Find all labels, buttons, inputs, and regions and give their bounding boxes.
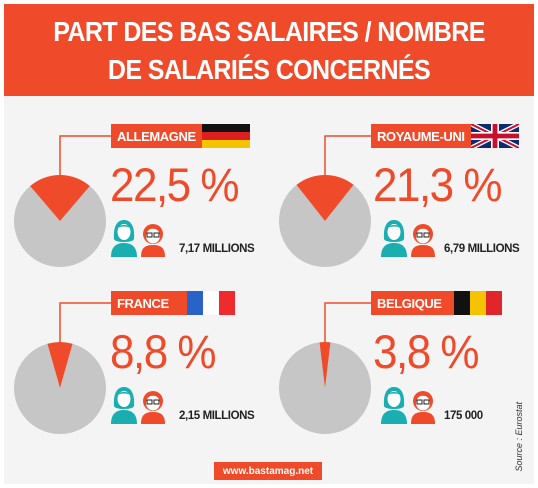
panel-france: FRANCE 8,8 % 2,15 MILLIONS [4,289,269,454]
country-label: ROYAUME-UNI [371,124,519,148]
employee-count: 175 000 [444,410,483,422]
people-icon [111,220,165,257]
woman-fringe [117,225,131,228]
woman-icon [111,220,137,257]
employee-count: 6,79 MILLIONS [444,243,520,255]
glasses-right [423,399,430,405]
pie-chart [13,302,114,434]
title-line-2: DE SALARIÉS CONCERNÉS [107,54,431,86]
man-face [146,228,160,244]
uk-flag-icon [470,124,519,148]
man-body [411,412,435,424]
woman-icon [111,387,137,424]
glasses-left [416,399,423,405]
source-note: Source : Eurostat [514,402,524,472]
title-line-1: PART DES BAS SALAIRES / NOMBRE [53,16,485,48]
woman-body [381,410,407,424]
pie-chart [279,135,379,267]
leader-line [59,302,114,346]
leader-line [324,135,379,179]
woman-face [117,224,131,240]
woman-body [111,410,137,424]
country-name: FRANCE [111,291,187,315]
man-face [416,395,430,411]
share-value: 22,5 % [110,159,239,212]
woman-face [387,224,401,240]
pie-rest-slice [13,343,106,434]
pie-share-slice [296,175,354,221]
woman-face [117,391,131,407]
woman-icon [381,387,407,424]
country-label: ALLEMAGNE [111,124,250,148]
man-hair [145,226,161,231]
man-body [141,412,165,424]
country-name: ROYAUME-UNI [371,124,471,148]
woman-face [387,391,401,407]
belgium-flag-icon [453,291,502,315]
share-value: 3,8 % [373,326,480,379]
pie-rest-slice [14,186,107,267]
man-icon [411,224,435,257]
pie-share-slice [30,175,90,221]
pie-share-slice [47,342,73,388]
infographic: PART DES BAS SALAIRES / NOMBRE DE SALARI… [4,4,534,484]
people-icon [381,387,435,424]
glasses-left [146,399,153,405]
man-face [416,228,430,244]
glasses-left [416,232,423,238]
man-hair [415,393,431,398]
employee-count: 2,15 MILLIONS [179,410,255,422]
woman-fringe [117,392,131,395]
man-body [411,245,435,257]
pie-rest-slice [279,184,371,267]
pie-share-slice [319,342,331,388]
man-icon [141,224,165,257]
man-body [141,245,165,257]
panel-uk: ROYAUME-UNI 21,3 % 6,79 MILLIONS [269,122,534,287]
man-icon [411,391,435,424]
panel-germany: ALLEMAGNE 22,5 % 7,17 MILLIONS [4,122,269,287]
woman-body [381,243,407,257]
pie-rest-slice [279,342,371,434]
glasses-left [146,232,153,238]
man-hair [145,393,161,398]
country-name: BELGIQUE [371,291,454,315]
glasses-right [153,399,160,405]
man-face [146,395,160,411]
glasses-right [153,232,160,238]
man-icon [141,391,165,424]
country-name: ALLEMAGNE [111,124,202,148]
woman-fringe [387,392,401,395]
pie-chart [14,135,114,267]
panel-belgium: BELGIQUE 3,8 % 175 000 [269,289,534,454]
country-label: FRANCE [111,291,235,315]
leader-line [59,135,114,179]
people-icon [381,220,435,257]
woman-body [111,243,137,257]
leader-line [324,302,379,346]
woman-fringe [387,225,401,228]
france-flag-icon [186,291,235,315]
header-banner: PART DES BAS SALAIRES / NOMBRE DE SALARI… [4,4,534,96]
glasses-right [423,232,430,238]
woman-icon [381,220,407,257]
man-hair [415,226,431,231]
website-link[interactable]: www.bastamag.net [214,462,322,480]
people-icon [111,387,165,424]
employee-count: 7,17 MILLIONS [179,243,255,255]
germany-flag-icon [201,124,250,148]
pie-chart [279,302,379,434]
share-value: 21,3 % [373,159,502,212]
country-label: BELGIQUE [371,291,502,315]
share-value: 8,8 % [110,326,217,379]
